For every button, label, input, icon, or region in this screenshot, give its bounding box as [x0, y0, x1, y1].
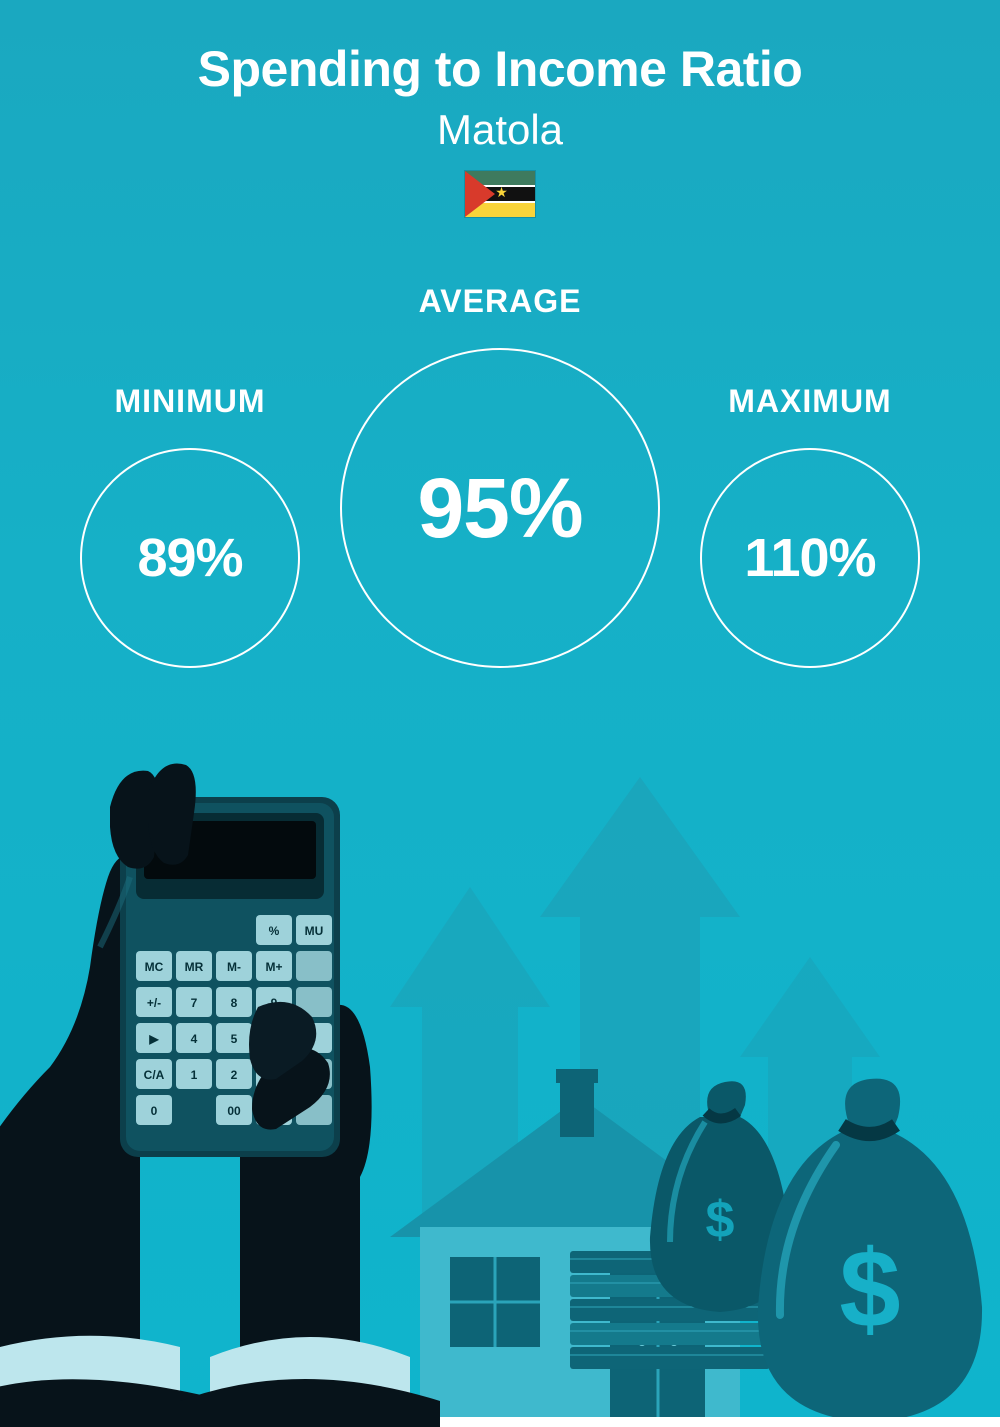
location-subtitle: Matola [0, 106, 1000, 154]
metric-value: 95% [417, 460, 582, 557]
page-title: Spending to Income Ratio [0, 40, 1000, 98]
metric-circle: 110% [700, 448, 920, 668]
metric-circle: 89% [80, 448, 300, 668]
metric-value: 89% [137, 527, 242, 589]
metric-label: MAXIMUM [728, 383, 891, 420]
metric-value: 110% [744, 527, 875, 589]
metrics-row: MINIMUM 89% AVERAGE 95% MAXIMUM 110% [0, 283, 1000, 668]
metric-average: AVERAGE 95% [340, 283, 660, 668]
metric-minimum: MINIMUM 89% [80, 383, 300, 668]
metric-maximum: MAXIMUM 110% [700, 383, 920, 668]
country-flag-icon: ★ [464, 170, 536, 218]
metric-label: AVERAGE [419, 283, 582, 320]
metric-circle: 95% [340, 348, 660, 668]
metric-label: MINIMUM [115, 383, 266, 420]
